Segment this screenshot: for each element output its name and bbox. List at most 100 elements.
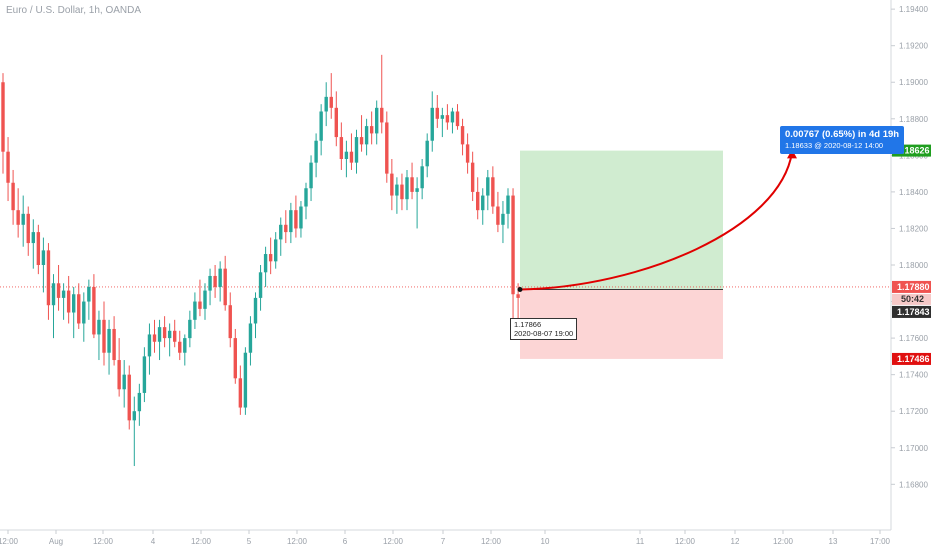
candle-body[interactable] (238, 378, 243, 408)
candle-body[interactable] (51, 283, 56, 306)
candle-body[interactable] (11, 182, 15, 211)
candle-body[interactable] (248, 323, 253, 353)
candle-body[interactable] (329, 96, 333, 108)
candle-body[interactable] (243, 352, 248, 408)
candle-body[interactable] (258, 272, 263, 298)
candle-body[interactable] (455, 111, 460, 127)
candle-body[interactable] (279, 224, 283, 240)
candle-body[interactable] (369, 126, 374, 134)
candle-body[interactable] (132, 411, 136, 421)
candle-body[interactable] (188, 319, 192, 339)
candle-body[interactable] (46, 250, 51, 306)
candle-body[interactable] (486, 177, 490, 196)
candle-body[interactable] (380, 107, 384, 123)
candle-body[interactable] (253, 297, 258, 324)
candle-body[interactable] (162, 327, 167, 339)
candle-body[interactable] (506, 195, 510, 214)
candle-body[interactable] (304, 188, 308, 207)
candle-body[interactable] (385, 122, 389, 174)
candle-body[interactable] (97, 319, 101, 335)
candle-body[interactable] (274, 239, 278, 262)
candle-body[interactable] (511, 195, 515, 295)
candle-body[interactable] (476, 191, 480, 211)
candle-body[interactable] (193, 301, 197, 320)
candle-body[interactable] (359, 137, 364, 145)
candle-body[interactable] (127, 374, 131, 421)
candle-body[interactable] (167, 330, 172, 339)
candle-body[interactable] (375, 107, 379, 134)
candle-body[interactable] (349, 151, 354, 163)
candle-body[interactable] (470, 162, 475, 192)
candle-body[interactable] (410, 177, 414, 192)
candle-body[interactable] (36, 232, 41, 265)
candle-body[interactable] (1, 82, 5, 152)
candle-body[interactable] (157, 327, 162, 342)
candle-body[interactable] (92, 286, 96, 335)
candle-body[interactable] (405, 177, 409, 200)
candle-body[interactable] (354, 137, 359, 163)
candle-body[interactable] (61, 290, 66, 298)
candle-body[interactable] (516, 294, 520, 298)
candle-body[interactable] (289, 210, 293, 233)
candle-body[interactable] (430, 107, 434, 141)
candle-body[interactable] (496, 206, 500, 225)
candle-body[interactable] (152, 334, 157, 342)
candle-body[interactable] (147, 334, 152, 357)
candle-body[interactable] (415, 188, 419, 192)
candle-body[interactable] (87, 286, 91, 302)
candle-body[interactable] (319, 111, 323, 141)
candle-body[interactable] (82, 301, 86, 324)
candle-body[interactable] (228, 305, 232, 339)
candle-body[interactable] (233, 338, 237, 379)
candle-body[interactable] (425, 140, 429, 167)
candle-body[interactable] (268, 254, 273, 262)
candle-body[interactable] (117, 360, 121, 390)
candle-body[interactable] (137, 392, 142, 412)
candle-body[interactable] (178, 341, 182, 353)
candle-body[interactable] (142, 356, 147, 393)
candle-body[interactable] (31, 232, 35, 244)
candle-body[interactable] (56, 283, 61, 298)
candle-body[interactable] (41, 250, 46, 265)
candle-body[interactable] (183, 338, 187, 353)
candle-body[interactable] (501, 213, 505, 225)
candle-body[interactable] (66, 290, 71, 313)
candle-body[interactable] (26, 213, 30, 244)
candle-body[interactable] (198, 301, 202, 309)
candle-body[interactable] (440, 115, 445, 119)
candle-body[interactable] (309, 162, 313, 189)
candle-body[interactable] (445, 115, 450, 123)
candle-body[interactable] (294, 210, 298, 229)
candle-body[interactable] (450, 111, 455, 123)
candle-body[interactable] (263, 254, 268, 273)
candle-body[interactable] (324, 96, 328, 112)
candle-body[interactable] (284, 224, 288, 233)
candle-body[interactable] (208, 275, 212, 291)
candle-body[interactable] (400, 184, 404, 200)
candle-body[interactable] (112, 328, 116, 361)
candle-body[interactable] (395, 184, 399, 196)
candle-body[interactable] (491, 177, 495, 207)
candle-body[interactable] (102, 319, 106, 353)
candle-body[interactable] (481, 195, 485, 211)
candle-body[interactable] (72, 294, 76, 313)
candle-body[interactable] (435, 107, 439, 119)
candle-body[interactable] (314, 140, 318, 163)
candle-body[interactable] (77, 294, 81, 324)
candle-body[interactable] (213, 275, 217, 287)
candle-body[interactable] (218, 268, 222, 287)
candle-body[interactable] (173, 330, 177, 342)
candle-body[interactable] (420, 166, 424, 189)
candle-body[interactable] (223, 268, 227, 306)
candle-body[interactable] (122, 374, 126, 390)
candle-body[interactable] (344, 151, 349, 159)
candle-body[interactable] (21, 213, 25, 225)
candle-body[interactable] (6, 151, 10, 183)
candle-body[interactable] (465, 144, 470, 163)
candle-body[interactable] (299, 206, 303, 229)
candle-body[interactable] (107, 328, 111, 353)
candle-body[interactable] (334, 107, 338, 138)
candle-body[interactable] (339, 137, 344, 159)
